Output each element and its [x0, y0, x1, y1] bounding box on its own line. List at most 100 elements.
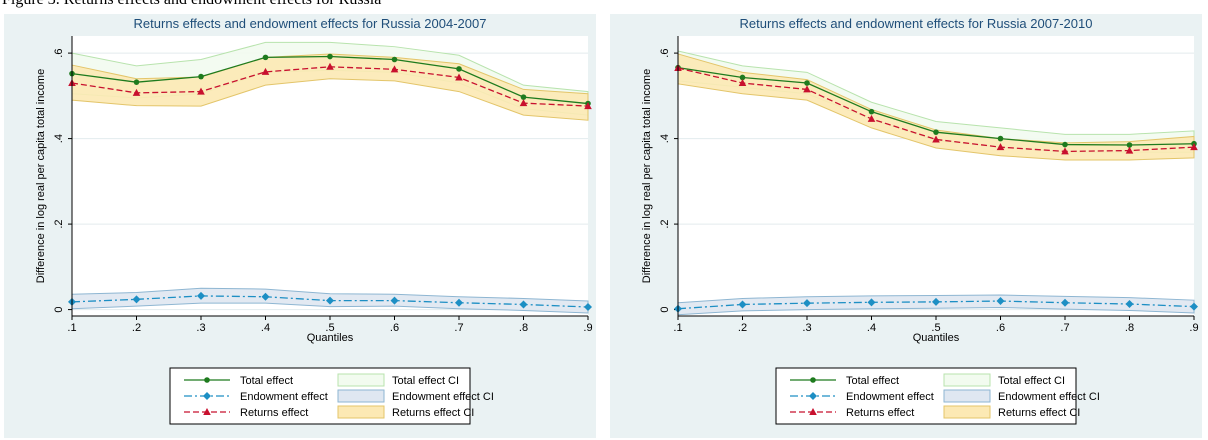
data-point [261, 67, 270, 75]
legend-label: Total effect CI [998, 375, 1065, 387]
chart-title: Returns effects and endowment effects fo… [740, 16, 1093, 31]
data-point [327, 53, 333, 60]
x-tick-label: .8 [1125, 322, 1134, 334]
data-point [1190, 143, 1198, 151]
data-point [390, 65, 399, 73]
data-point [390, 296, 399, 305]
legend-label: Endowment effect CI [998, 391, 1100, 403]
data-point [132, 88, 141, 96]
series-line-2 [677, 67, 1195, 153]
legend-key-band [337, 373, 385, 387]
data-point [197, 291, 205, 300]
legend-key-marker [809, 392, 817, 400]
legend-label: Endowment effect [240, 391, 328, 403]
legend-key-band [337, 389, 385, 403]
data-point [738, 300, 747, 309]
legend-label: Endowment effect [846, 391, 934, 403]
y-axis-title: Difference in log real per capita total … [641, 69, 653, 283]
legend-key-band [943, 405, 991, 419]
x-tick-label: .4 [261, 322, 270, 334]
y-tick-label: .4 [53, 134, 65, 143]
x-axis-title: Quantiles [913, 332, 960, 344]
chart-svg-2007-2010: 0 .2 .4 .6 .1 .2 .3 .4 .5 .6 .7 .8 .9 Returns effects… [641, 16, 1199, 425]
y-tick-label: 0 [659, 307, 671, 313]
data-point [867, 298, 876, 307]
legend-key-band [943, 373, 991, 387]
data-point [739, 74, 746, 81]
figure-caption: Figure 3. Returns effects and endowment … [0, 0, 1208, 12]
data-point [1125, 146, 1134, 154]
data-point [996, 143, 1005, 151]
data-point [867, 114, 876, 122]
data-point [1190, 302, 1198, 311]
legend-key-marker [204, 377, 210, 383]
data-point [804, 80, 810, 86]
data-point [391, 56, 398, 63]
x-tick-label: .6 [996, 322, 1005, 334]
data-point [738, 79, 747, 87]
x-tick-label: .9 [583, 322, 592, 334]
legend-label: Returns effect CI [392, 407, 474, 419]
figure-caption-text: Figure 3. Returns effects and endowment … [2, 0, 381, 9]
data-point [1061, 298, 1069, 307]
y-tick-label: 0 [53, 307, 65, 313]
legend-key-marker [203, 408, 211, 415]
legend-label: Total effect CI [392, 375, 459, 387]
data-point [803, 299, 811, 308]
legend-key-band [337, 405, 385, 419]
chart-panel-2004-2007: 0 .2 .4 .6 .1 .2 .3 .4 .5 .6 .7 .8 .9 Returns effects… [4, 14, 596, 438]
data-point [997, 135, 1004, 142]
x-tick-label: .7 [1060, 322, 1069, 334]
x-tick-label: .2 [132, 322, 141, 334]
legend-key-marker [809, 408, 817, 415]
legend-key-marker [810, 377, 816, 383]
data-point [455, 73, 463, 81]
data-point [132, 295, 141, 304]
data-point [803, 85, 811, 93]
data-point [456, 66, 462, 72]
y-axis-title: Difference in log real per capita total … [35, 69, 47, 283]
x-tick-label: .3 [196, 322, 205, 334]
data-point [133, 79, 140, 85]
x-tick-label: .1 [67, 322, 76, 334]
data-point [868, 108, 875, 115]
y-tick-label: .2 [53, 219, 65, 228]
data-point [996, 297, 1005, 306]
x-tick-label: .8 [519, 322, 528, 334]
data-point [1061, 147, 1069, 155]
legend-label: Endowment effect CI [392, 391, 494, 403]
x-axis-title: Quantiles [307, 332, 354, 344]
x-tick-label: .2 [738, 322, 747, 334]
data-point [326, 62, 334, 70]
y-tick-label: .4 [659, 134, 671, 143]
legend-key-marker [203, 392, 211, 400]
legend-label: Returns effect CI [998, 407, 1080, 419]
x-tick-label: .1 [673, 322, 682, 334]
x-tick-label: .6 [390, 322, 399, 334]
x-tick-label: .3 [802, 322, 811, 334]
chart-svg-2004-2007: 0 .2 .4 .6 .1 .2 .3 .4 .5 .6 .7 .8 .9 Returns effects… [35, 16, 593, 425]
legend-label: Total effect [240, 375, 293, 387]
data-point [932, 297, 940, 306]
data-point [198, 73, 204, 80]
data-point [584, 102, 592, 110]
x-tick-label: .7 [454, 322, 463, 334]
y-tick-label: .6 [53, 49, 65, 58]
x-tick-label: .5 [325, 322, 334, 334]
y-tick-label: .2 [659, 219, 671, 228]
data-point [326, 296, 334, 305]
data-point [197, 87, 205, 95]
data-point [519, 300, 528, 309]
data-point [933, 129, 939, 135]
legend-label: Returns effect [240, 407, 308, 419]
data-point [261, 292, 270, 301]
legend-label: Total effect [846, 375, 899, 387]
x-tick-label: .4 [867, 322, 876, 334]
chart-panel-2007-2010: 0 .2 .4 .6 .1 .2 .3 .4 .5 .6 .7 .8 .9 Returns effects… [610, 14, 1202, 438]
legend-key-band [943, 389, 991, 403]
chart-title: Returns effects and endowment effects fo… [134, 16, 487, 31]
data-point [262, 54, 269, 61]
data-point [932, 135, 940, 143]
data-point [584, 303, 592, 312]
data-point [520, 94, 527, 100]
